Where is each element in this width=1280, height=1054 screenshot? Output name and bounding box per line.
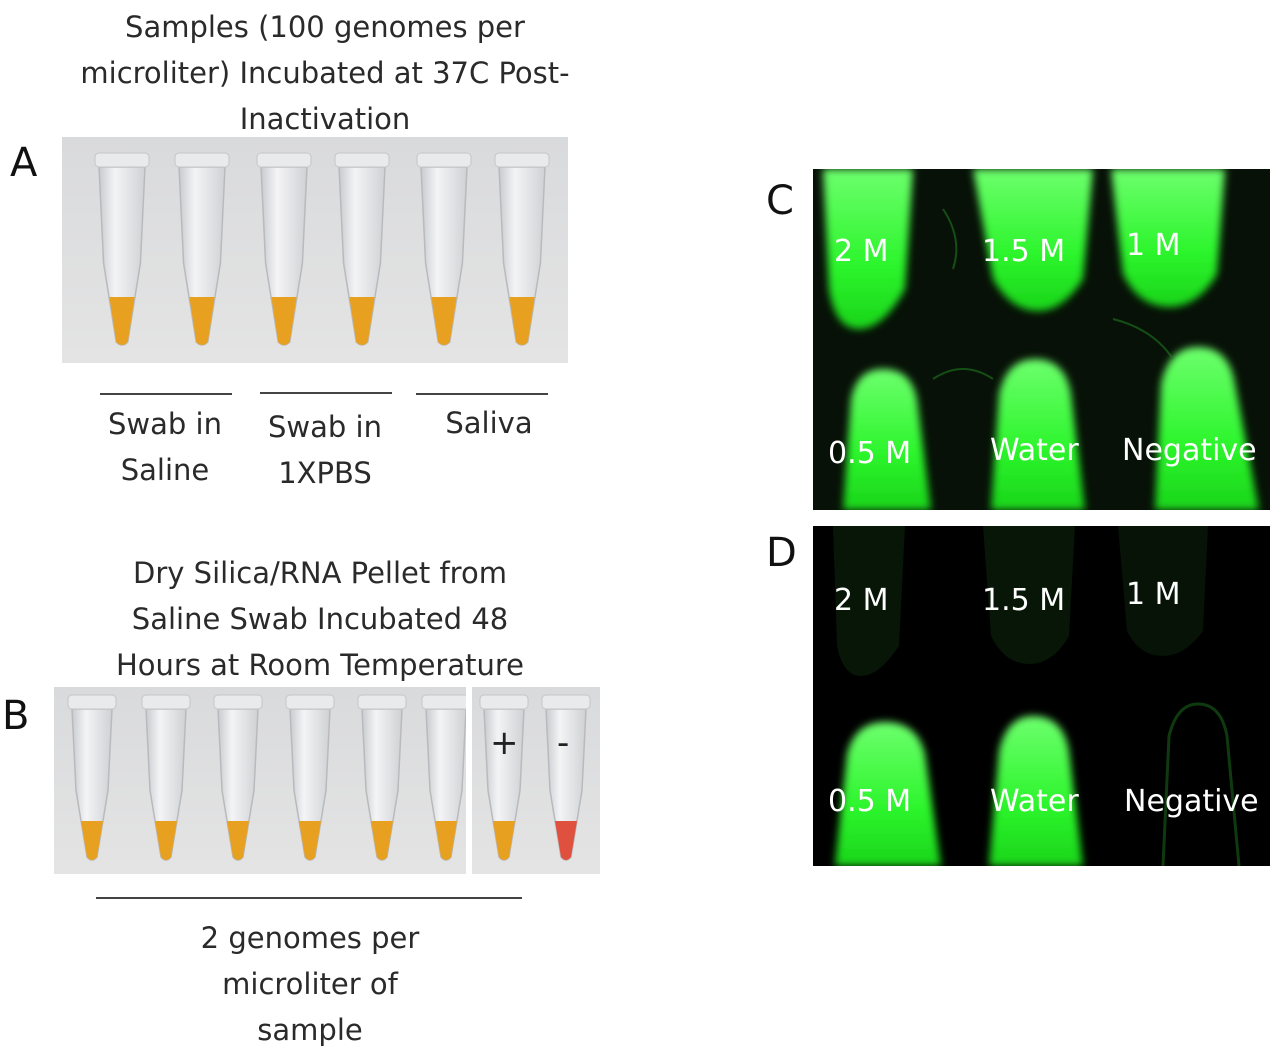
panel-c-label-water: Water: [990, 433, 1079, 468]
panel-a-title-line-3: Inactivation: [239, 102, 411, 136]
panel-a-rule-2: [260, 392, 392, 394]
panel-d-label-water: Water: [990, 784, 1079, 819]
panel-b-title: Dry Silica/RNA Pellet from Saline Swab I…: [60, 550, 580, 688]
panel-a-group-pbs: Swab in 1XPBS: [250, 404, 400, 496]
group-label-line: Saline: [120, 453, 210, 487]
panel-d-label-negative: Negative: [1124, 784, 1259, 819]
panel-b-group-label: 2 genomes per microliter of sample: [160, 915, 460, 1053]
pcr-tube: [256, 152, 312, 346]
plus-control-label: +: [490, 723, 519, 763]
pcr-tube: [421, 694, 471, 861]
panel-a-rule-1: [100, 393, 232, 395]
panel-c-label-2m: 2 M: [834, 234, 889, 269]
panel-a-title: Samples (100 genomes per microliter) Inc…: [40, 4, 610, 142]
panel-d-photo: [813, 526, 1270, 866]
panel-a-title-line-1: Samples (100 genomes per: [125, 10, 525, 44]
pcr-tube: [213, 694, 263, 861]
panel-d-label-1-5m: 1.5 M: [982, 583, 1066, 618]
group-label-line: Swab in: [108, 407, 222, 441]
pcr-tube: [416, 152, 472, 346]
panel-d-letter: D: [766, 530, 797, 576]
panel-d-label-0-5m: 0.5 M: [828, 784, 912, 819]
pcr-tube: [479, 694, 529, 861]
panel-d-fluorescence-image: [813, 526, 1270, 866]
panel-c-letter: C: [766, 178, 794, 224]
group-label-line: Saliva: [445, 406, 533, 440]
pcr-tube: [174, 152, 230, 346]
panel-a-rule-3: [416, 393, 548, 395]
minus-control-label: -: [557, 723, 570, 763]
panel-a-group-saliva: Saliva: [414, 400, 564, 446]
group-label-line: sample: [257, 1013, 363, 1047]
panel-c-label-1m: 1 M: [1126, 228, 1181, 263]
pcr-tube: [94, 152, 150, 346]
pcr-tube: [334, 152, 390, 346]
panel-a-photo: [62, 137, 568, 363]
panel-d-label-1m: 1 M: [1126, 577, 1181, 612]
panel-c-label-0-5m: 0.5 M: [828, 436, 912, 471]
panel-a-title-line-2: microliter) Incubated at 37C Post-: [80, 56, 570, 90]
panel-a-tubes-image: [62, 137, 568, 363]
group-label-line: 1XPBS: [278, 456, 372, 490]
panel-b-title-line-3: Hours at Room Temperature: [115, 648, 525, 682]
panel-c-photo: [813, 169, 1270, 510]
group-label-line: 2 genomes per: [200, 921, 420, 955]
pcr-tube: [357, 694, 407, 861]
group-label-line: Swab in: [268, 410, 382, 444]
pcr-tube: [494, 152, 550, 346]
panel-b-title-line-2: Saline Swab Incubated 48: [131, 602, 509, 636]
pcr-tube: [541, 694, 591, 861]
panel-a-group-saline: Swab in Saline: [90, 401, 240, 493]
group-label-line: microliter of: [222, 967, 398, 1001]
panel-b-rule: [96, 897, 522, 899]
panel-b-tubes-image: [54, 687, 600, 874]
panel-d-label-2m: 2 M: [834, 583, 889, 618]
panel-c-label-negative: Negative: [1122, 433, 1257, 468]
panel-b-letter: B: [2, 693, 30, 739]
panel-c-label-1-5m: 1.5 M: [982, 234, 1066, 269]
panel-b-photo: [54, 687, 600, 874]
pcr-tube: [141, 694, 191, 861]
panel-b-title-line-1: Dry Silica/RNA Pellet from: [133, 556, 507, 590]
pcr-tube: [285, 694, 335, 861]
panel-c-fluorescence-image: [813, 169, 1270, 510]
panel-a-letter: A: [10, 140, 38, 186]
pcr-tube: [67, 694, 117, 861]
